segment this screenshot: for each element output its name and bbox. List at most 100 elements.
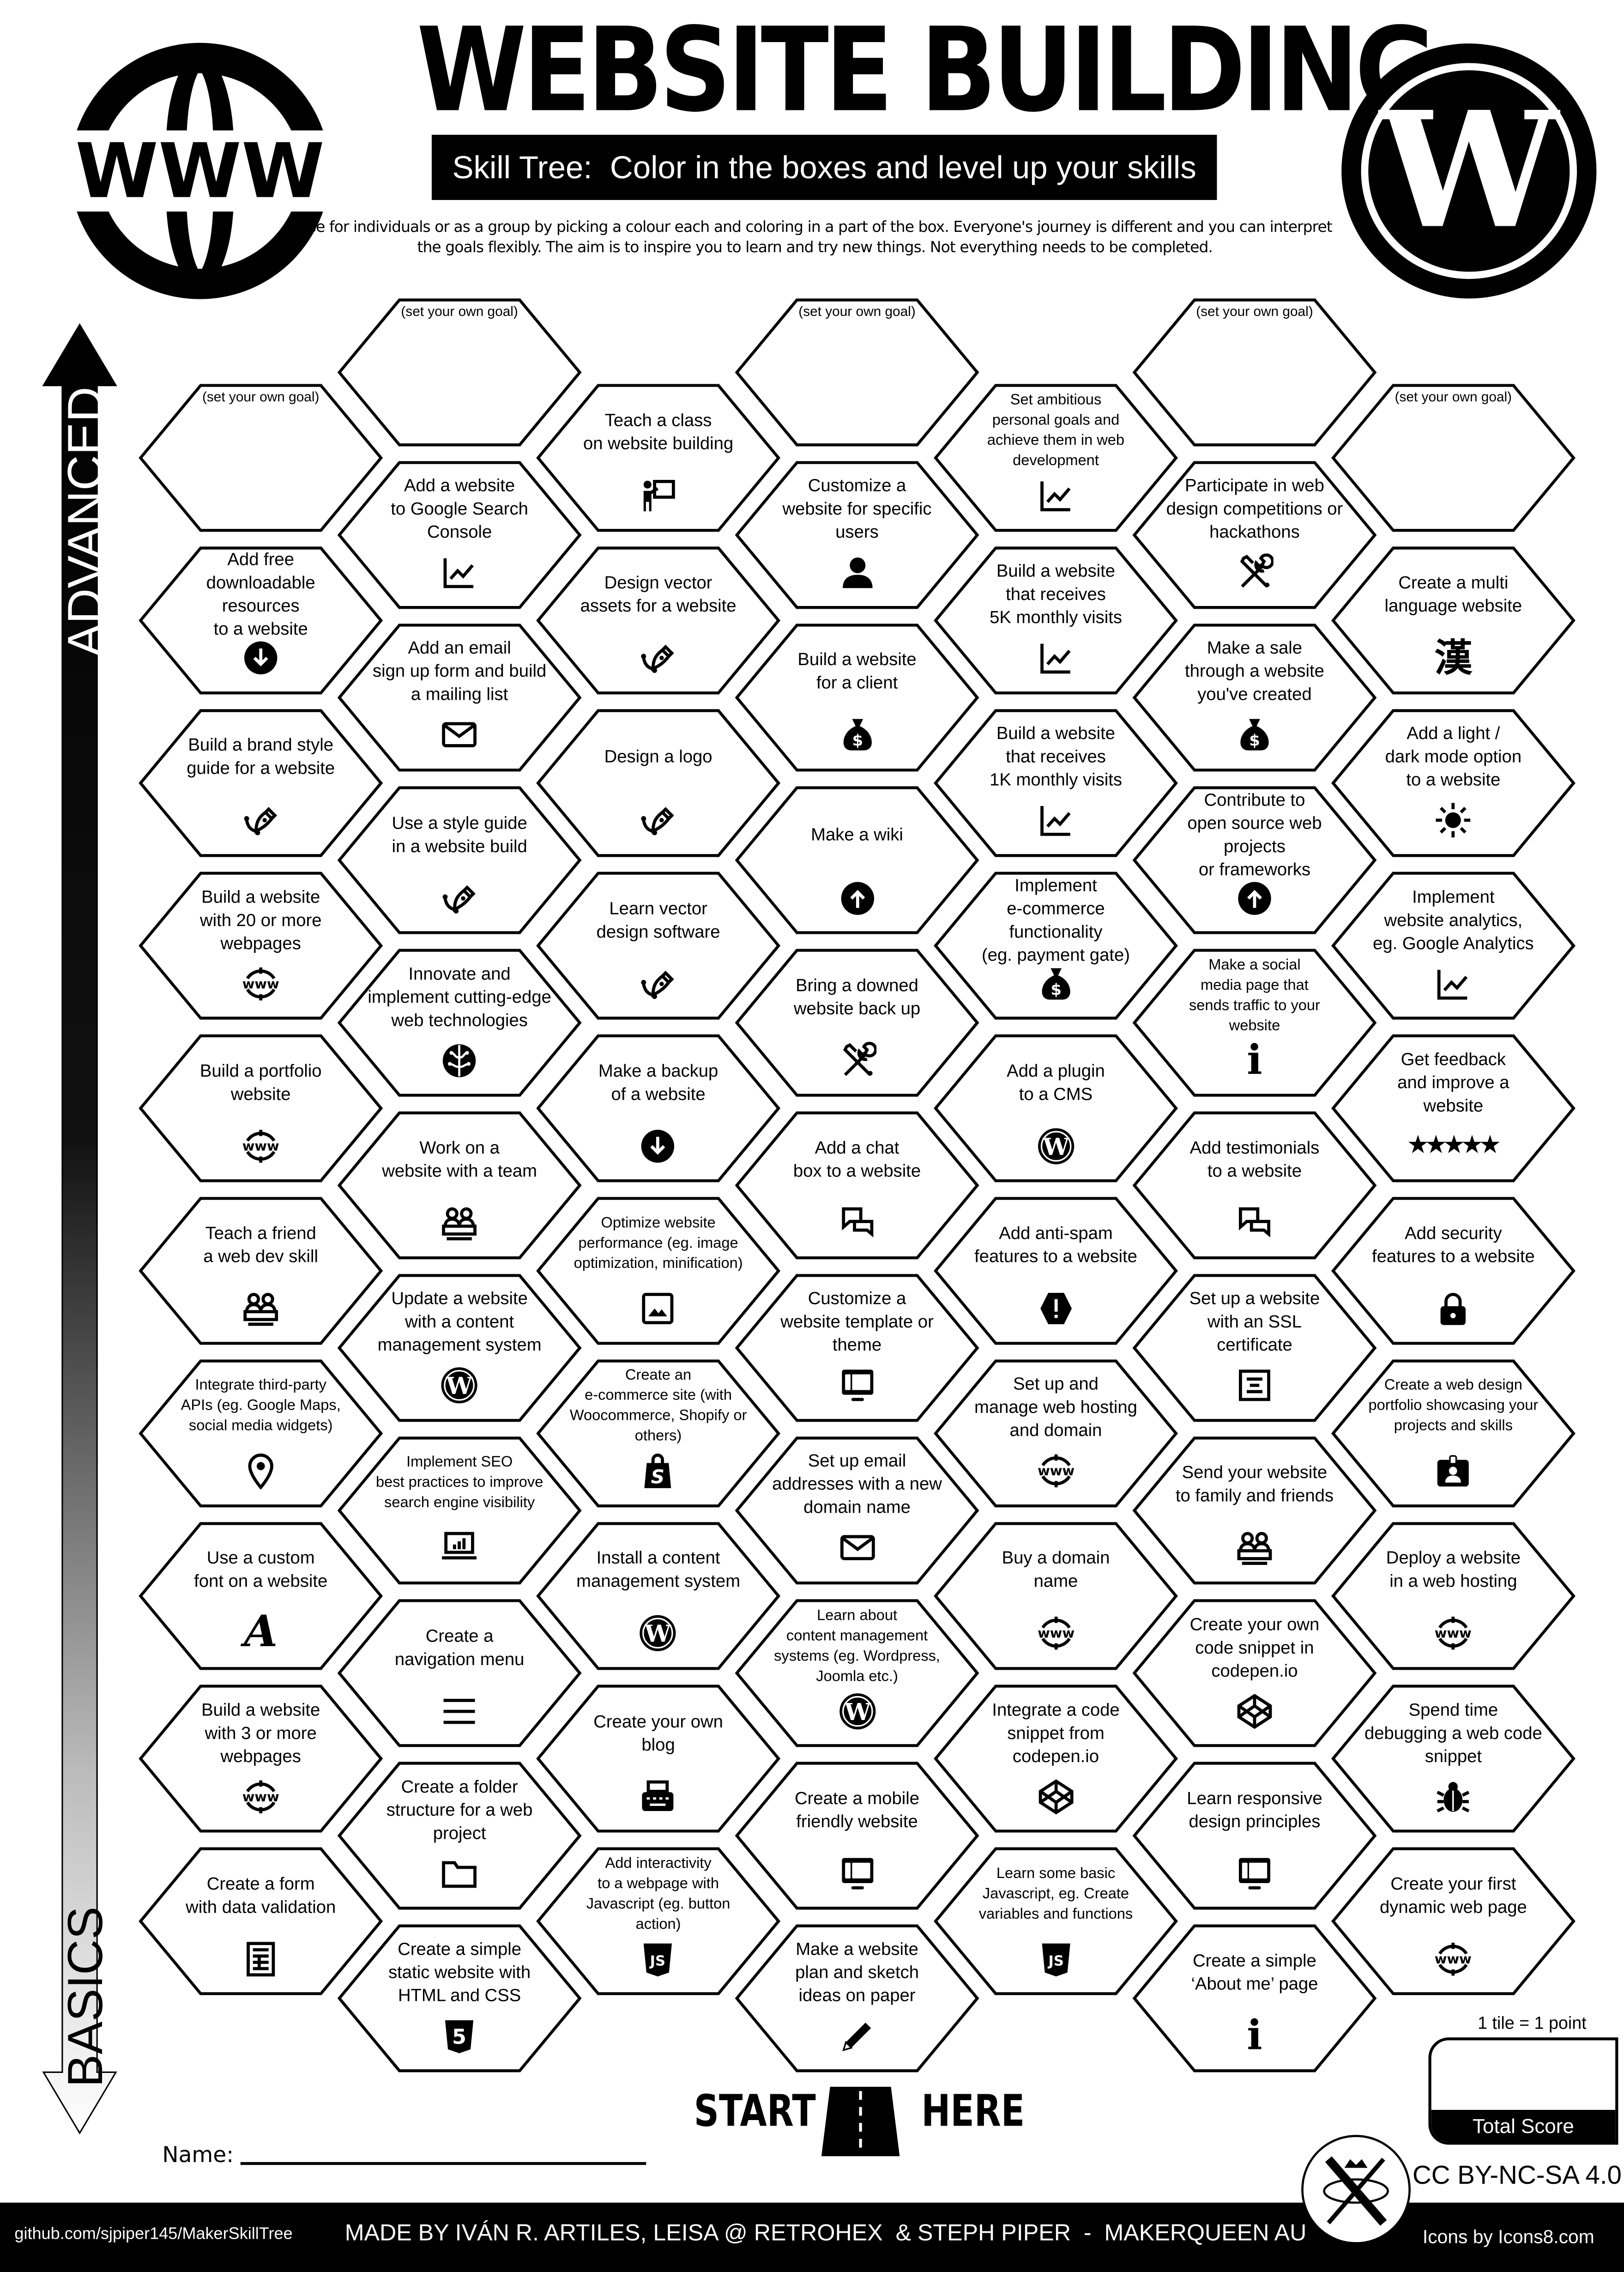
skill-hex[interactable] <box>536 546 781 695</box>
skill-label: Integrate a code snippet from codepen.io <box>992 1699 1120 1766</box>
skill-hex[interactable] <box>1132 1762 1377 1910</box>
skill-hex[interactable] <box>337 1599 582 1747</box>
bug-icon <box>1435 1777 1473 1815</box>
skill-hex[interactable] <box>536 1684 781 1833</box>
skill-hex[interactable] <box>1331 1359 1576 1508</box>
skill-hex[interactable] <box>1132 1924 1377 2072</box>
custom-goal-hex[interactable] <box>139 384 383 532</box>
skill-hex[interactable] <box>139 546 383 695</box>
skill-hex[interactable] <box>337 461 582 609</box>
skill-hex[interactable] <box>735 1599 979 1747</box>
skill-hex[interactable] <box>1132 1436 1377 1585</box>
total-score-label: Total Score <box>1431 2110 1616 2142</box>
pen-tool-icon <box>640 964 677 1002</box>
wordpress-icon: W <box>838 1692 876 1730</box>
skill-hex[interactable] <box>934 1359 1178 1508</box>
skill-label: Update a website with a content manageme… <box>377 1288 542 1356</box>
tools-icon <box>1236 554 1274 592</box>
custom-goal-hex[interactable] <box>337 298 582 447</box>
skill-hex[interactable] <box>735 624 979 772</box>
skill-hex[interactable] <box>1331 709 1576 857</box>
skill-hex[interactable] <box>735 786 979 934</box>
lock-icon <box>1435 1290 1473 1327</box>
custom-goal-label: (set your own goal) <box>1196 304 1313 321</box>
skill-hex[interactable] <box>536 1522 781 1670</box>
skill-hex[interactable] <box>1132 1111 1377 1260</box>
skill-hex[interactable] <box>337 624 582 772</box>
skill-label: Learn some basic Javascript, eg. Create … <box>978 1866 1133 1923</box>
skill-hex[interactable] <box>1331 1684 1576 1833</box>
skill-hex[interactable] <box>139 872 383 1020</box>
custom-goal-hex[interactable] <box>1331 384 1576 532</box>
skill-hex[interactable] <box>536 1197 781 1345</box>
skill-hex[interactable] <box>536 1847 781 1995</box>
skill-hex[interactable] <box>337 1111 582 1260</box>
skill-hex[interactable] <box>337 786 582 934</box>
map-pin-icon <box>242 1452 280 1490</box>
skill-hex[interactable] <box>1132 1599 1377 1747</box>
skill-hex[interactable] <box>735 1274 979 1422</box>
skill-hex[interactable] <box>934 384 1178 532</box>
skill-hex[interactable] <box>536 709 781 857</box>
skill-hex[interactable] <box>139 1684 383 1833</box>
skill-hex[interactable] <box>337 949 582 1097</box>
skill-hex[interactable] <box>536 1359 781 1508</box>
name-field[interactable] <box>240 2162 646 2165</box>
custom-goal-hex[interactable] <box>735 298 979 447</box>
skill-hex[interactable] <box>139 1359 383 1508</box>
skill-hex[interactable] <box>934 1684 1178 1833</box>
skill-hex[interactable] <box>139 1197 383 1345</box>
skill-label: Implement SEO best practices to improve … <box>375 1455 543 1512</box>
skill-hex[interactable] <box>934 1197 1178 1345</box>
skill-hex[interactable] <box>735 461 979 609</box>
skill-hex[interactable] <box>934 1847 1178 1995</box>
skill-hex[interactable] <box>1331 872 1576 1020</box>
total-score-box[interactable]: Total Score <box>1428 2037 1618 2145</box>
skill-label: Make a social media page that sends traf… <box>1189 957 1320 1035</box>
credits: MADE BY IVÁN R. ARTILES, LEISA @ RETROHE… <box>344 2221 1307 2246</box>
skill-hex[interactable] <box>1331 1034 1576 1182</box>
skill-hex[interactable] <box>1331 546 1576 695</box>
skill-hex[interactable] <box>1132 461 1377 609</box>
skill-hex[interactable] <box>934 709 1178 857</box>
skill-label: Add a website to Google Search Console <box>391 475 528 542</box>
skill-label: Set up a website with an SSL certificate <box>1189 1288 1320 1356</box>
skill-hex[interactable] <box>337 1436 582 1585</box>
skill-hex[interactable] <box>1331 1197 1576 1345</box>
skill-label: Create a mobile friendly website <box>795 1787 920 1832</box>
score-rule: 1 tile = 1 point <box>1478 2012 1587 2033</box>
skill-hex[interactable] <box>1132 786 1377 934</box>
skill-hex[interactable] <box>735 1762 979 1910</box>
skill-hex[interactable] <box>1331 1522 1576 1670</box>
skill-label: Send your website to family and friends <box>1175 1462 1334 1506</box>
skill-hex[interactable] <box>735 949 979 1097</box>
skill-hex[interactable] <box>1132 949 1377 1097</box>
skill-hex[interactable] <box>735 1924 979 2072</box>
stars-glyph: ★★★★★ <box>1408 1133 1500 1158</box>
svg-text:www: www <box>1435 1626 1472 1642</box>
skill-hex[interactable] <box>139 709 383 857</box>
skill-hex[interactable] <box>934 1034 1178 1182</box>
skill-label: Teach a class on website building <box>583 410 734 454</box>
skill-hex[interactable] <box>735 1111 979 1260</box>
skill-hex[interactable] <box>934 1522 1178 1670</box>
skill-hex[interactable] <box>536 384 781 532</box>
skill-hex[interactable] <box>735 1436 979 1585</box>
skill-hex[interactable] <box>139 1034 383 1182</box>
skill-hex[interactable] <box>1132 624 1377 772</box>
skill-hex[interactable] <box>337 1274 582 1422</box>
kanji-glyph: 漢 <box>1434 636 1473 680</box>
pen-tool-icon <box>441 879 478 917</box>
skill-hex[interactable] <box>536 1034 781 1182</box>
skill-hex[interactable] <box>934 546 1178 695</box>
skill-hex[interactable] <box>139 1522 383 1670</box>
custom-goal-hex[interactable] <box>1132 298 1377 447</box>
skill-hex[interactable] <box>337 1762 582 1910</box>
skill-hex[interactable] <box>1132 1274 1377 1422</box>
repo-link[interactable]: github.com/sjpiper145/MakerSkillTree <box>14 2226 293 2243</box>
skill-hex[interactable] <box>536 872 781 1020</box>
skill-hex[interactable] <box>934 872 1178 1020</box>
skill-hex[interactable] <box>337 1924 582 2072</box>
skill-hex[interactable] <box>139 1847 383 1995</box>
skill-hex[interactable] <box>1331 1847 1576 1995</box>
